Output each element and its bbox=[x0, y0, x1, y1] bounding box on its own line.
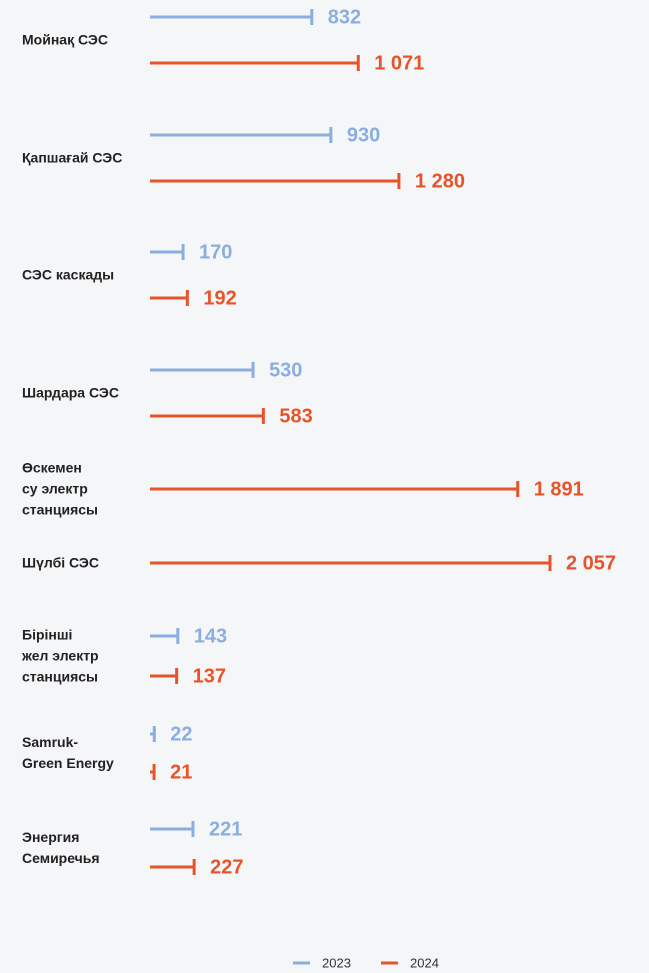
bar bbox=[150, 726, 156, 742]
category-label: Шүлбі СЭС bbox=[22, 554, 99, 571]
bar bbox=[150, 628, 180, 644]
legend-label: 2024 bbox=[410, 955, 439, 970]
value-label: 1 071 bbox=[374, 52, 424, 74]
bar bbox=[150, 859, 196, 875]
value-label: 221 bbox=[209, 818, 242, 840]
bar bbox=[150, 55, 360, 71]
bar bbox=[150, 481, 520, 497]
value-label: 192 bbox=[203, 287, 236, 309]
bar bbox=[150, 408, 265, 424]
bar bbox=[150, 127, 333, 143]
category-label: Samruk- Green Energy bbox=[22, 734, 114, 771]
value-label: 1 280 bbox=[415, 170, 465, 192]
value-label: 832 bbox=[328, 6, 361, 28]
category-label: Өскемен су электр станциясы bbox=[22, 459, 99, 518]
value-label: 137 bbox=[193, 665, 226, 687]
bar bbox=[150, 173, 401, 189]
category-label: Мойнақ СЭС bbox=[22, 31, 108, 48]
value-label: 22 bbox=[170, 723, 192, 745]
value-label: 2 057 bbox=[566, 552, 616, 574]
category-label: Қапшағай СЭС bbox=[22, 149, 123, 166]
category-label: СЭС каскады bbox=[22, 266, 115, 283]
category-label: Бірінші жел электр станциясы bbox=[22, 626, 99, 685]
bar bbox=[150, 764, 156, 780]
bar bbox=[150, 244, 185, 260]
value-label: 170 bbox=[199, 241, 232, 263]
bar bbox=[150, 9, 314, 25]
bar bbox=[150, 668, 179, 684]
bar bbox=[150, 290, 189, 306]
value-label: 143 bbox=[194, 625, 227, 647]
bar bbox=[150, 555, 552, 571]
value-label: 227 bbox=[210, 856, 243, 878]
value-label: 583 bbox=[279, 405, 312, 427]
bar bbox=[150, 362, 255, 378]
category-label: Энергия Семиречья bbox=[22, 829, 100, 866]
bar bbox=[150, 821, 195, 837]
value-label: 1 891 bbox=[534, 478, 584, 500]
category-label: Шардара СЭС bbox=[22, 384, 119, 401]
value-label: 930 bbox=[347, 124, 380, 146]
value-label: 530 bbox=[269, 359, 302, 381]
value-label: 21 bbox=[170, 761, 192, 783]
legend-label: 2023 bbox=[322, 955, 351, 970]
